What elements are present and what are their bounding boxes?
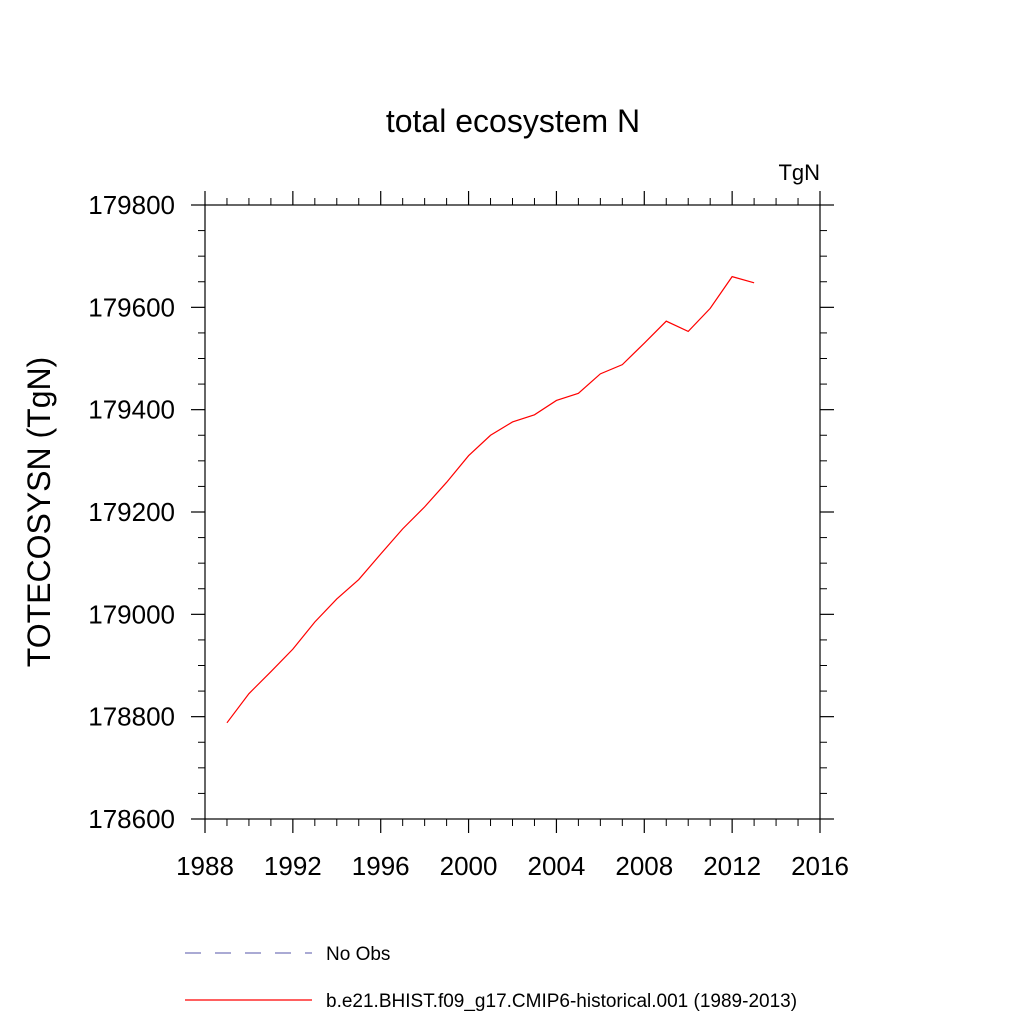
x-tick-label: 2012 [703, 851, 761, 881]
chart-title: total ecosystem N [386, 103, 640, 139]
plot-frame [204, 204, 821, 820]
legend-label: b.e21.BHIST.f09_g17.CMIP6-historical.001… [326, 991, 797, 1012]
y-tick-label: 179800 [88, 190, 175, 220]
y-tick-label: 178800 [88, 702, 175, 732]
y-tick-label: 179600 [88, 292, 175, 322]
y-tick-label: 179000 [88, 599, 175, 629]
series-layer [226, 275, 755, 724]
units-label: TgN [778, 160, 820, 185]
y-tick-label: 178600 [88, 804, 175, 834]
x-tick-label: 2000 [440, 851, 498, 881]
y-tick-label: 179200 [88, 497, 175, 527]
axis-ticks [191, 191, 834, 833]
tick-labels: 1988 1992 1996 2000 2004 2008 2012 2016 178600 17… [88, 190, 849, 881]
x-tick-label: 1992 [264, 851, 322, 881]
legend-label: No Obs [326, 944, 390, 965]
y-tick-label: 179400 [88, 395, 175, 425]
x-tick-label: 2008 [615, 851, 673, 881]
legend: No Obs b.e21.BHIST.f09_g17.CMIP6-historic… [185, 944, 797, 1012]
x-tick-label: 2016 [791, 851, 849, 881]
x-tick-label: 1988 [176, 851, 234, 881]
series-line [226, 275, 755, 724]
x-tick-label: 2004 [528, 851, 586, 881]
y-axis-label: TOTECOSYSN (TgN) [21, 357, 57, 668]
x-tick-label: 1996 [352, 851, 410, 881]
